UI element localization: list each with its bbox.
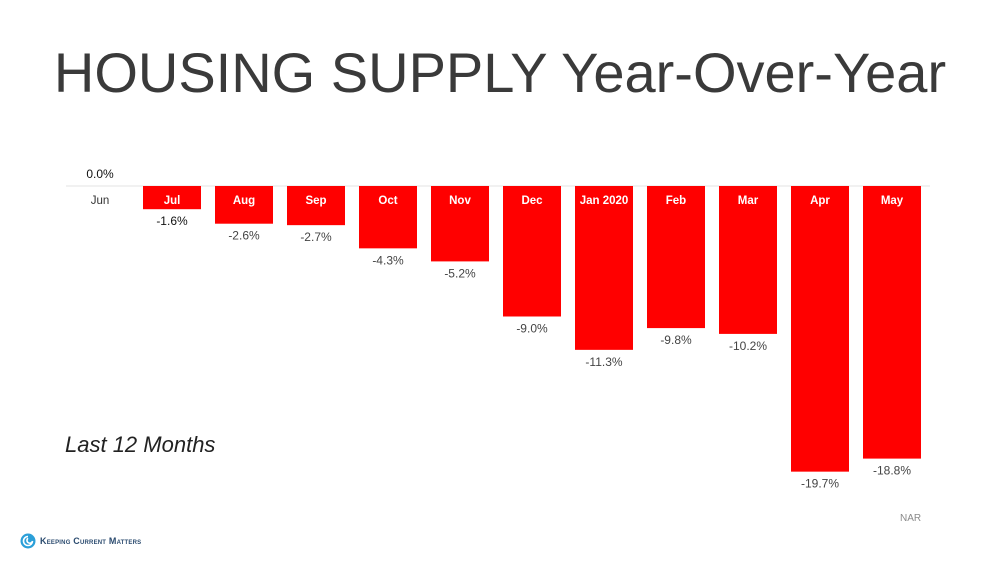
source-label: NAR [900,513,922,524]
value-label: -4.3% [372,253,404,267]
bar-group: Nov -5.2% [431,186,489,280]
category-label: Jan 2020 [580,195,629,207]
value-label: -11.3% [585,355,622,369]
bar [791,186,849,472]
value-label: -18.8% [873,464,911,478]
bar-group: Aug -2.6% [215,186,273,243]
value-label: 0.0% [86,167,114,181]
category-label: Aug [233,195,255,207]
category-label: Dec [521,195,543,207]
bar-group: Sep -2.7% [287,186,345,244]
value-label: -1.6% [156,214,188,228]
value-label: -2.6% [228,229,260,243]
bar-group: Feb -9.8% [647,186,705,347]
value-label: -5.2% [444,266,476,280]
bar-group: Oct -4.3% [359,186,417,267]
bar [215,186,273,224]
bar-group: Jun 0.0% [86,167,114,207]
value-label: -10.2% [729,339,767,353]
bar-group: Mar -10.2% [719,186,777,353]
bar-group: Apr -19.7% [791,186,849,491]
bar [143,186,201,210]
bar [575,186,633,350]
kcm-swirl-icon [20,533,36,549]
bar-group: May -18.8% [863,186,921,478]
bar [287,186,345,226]
category-label: Sep [305,195,326,207]
brand-name: Keeping Current Matters [40,536,142,546]
bar-group: Jul -1.6% [143,186,201,228]
category-label: Feb [666,195,686,207]
bar [719,186,777,334]
category-label: Apr [810,195,830,207]
period-label: Last 12 Months [65,432,216,457]
bar [359,186,417,249]
bar [863,186,921,459]
category-label: Oct [378,195,397,207]
category-label: Jul [164,195,181,207]
category-label: May [881,195,904,207]
bar-group: Jan 2020 -11.3% [575,186,633,369]
category-label: Mar [738,195,759,207]
brand-logo: Keeping Current Matters [20,533,141,549]
page-title: HOUSING SUPPLY Year-Over-Year [53,41,947,104]
value-label: -9.8% [660,333,692,347]
bar [503,186,561,317]
bar [431,186,489,262]
value-label: -19.7% [801,477,839,491]
bar [647,186,705,329]
category-label: Nov [449,195,471,207]
value-label: -9.0% [516,322,548,336]
bar-group: Dec -9.0% [503,186,561,336]
value-label: -2.7% [300,230,332,244]
category-label: Jun [91,195,110,207]
